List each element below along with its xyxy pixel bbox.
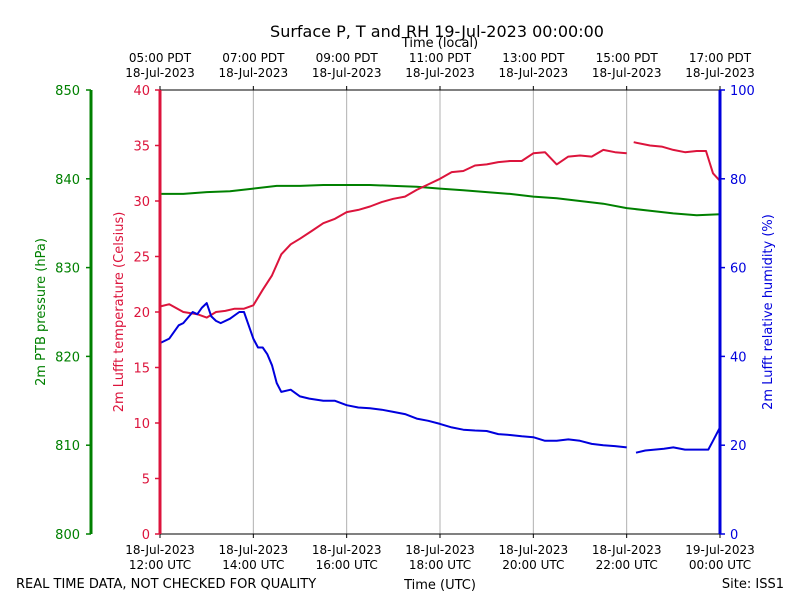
temperature-axis-label: 2m Lufft temperature (Celsius) xyxy=(112,212,127,413)
humidity-series-line xyxy=(159,302,721,454)
temperature-tick-label: 40 xyxy=(133,84,150,99)
temperature-series-line xyxy=(159,141,721,319)
bottom-tick-time: 16:00 UTC xyxy=(316,558,378,572)
humidity-axis-label: 2m Lufft relative humidity (%) xyxy=(761,214,776,410)
bottom-tick-time: 00:00 UTC xyxy=(689,558,751,572)
pressure-tick-label: 840 xyxy=(55,173,80,188)
bottom-tick-date: 18-Jul-2023 xyxy=(499,543,569,557)
bottom-tick-time: 12:00 UTC xyxy=(129,558,191,572)
pressure-tick-label: 830 xyxy=(55,262,80,277)
top-tick-date: 18-Jul-2023 xyxy=(219,66,289,80)
top-tick-time: 17:00 PDT xyxy=(689,51,752,65)
temperature-tick-label: 20 xyxy=(133,306,150,321)
quality-disclaimer: REAL TIME DATA, NOT CHECKED FOR QUALITY xyxy=(16,577,316,592)
temperature-tick-label: 30 xyxy=(133,195,150,210)
bottom-tick-date: 18-Jul-2023 xyxy=(405,543,475,557)
temperature-tick-label: 10 xyxy=(133,417,150,432)
pressure-tick-label: 810 xyxy=(55,439,80,454)
bottom-axis-label: Time (UTC) xyxy=(403,578,476,593)
top-tick-date: 18-Jul-2023 xyxy=(125,66,195,80)
humidity-tick-label: 60 xyxy=(730,262,747,277)
bottom-tick-date: 18-Jul-2023 xyxy=(125,543,195,557)
top-tick-date: 18-Jul-2023 xyxy=(592,66,662,80)
bottom-tick-date: 19-Jul-2023 xyxy=(685,543,755,557)
gridlines xyxy=(252,90,628,534)
bottom-tick-time: 20:00 UTC xyxy=(502,558,564,572)
bottom-tick-time: 22:00 UTC xyxy=(596,558,658,572)
pressure-axis-label: 2m PTB pressure (hPa) xyxy=(34,238,49,386)
bottom-tick-date: 18-Jul-2023 xyxy=(219,543,289,557)
bottom-tick-date: 18-Jul-2023 xyxy=(312,543,382,557)
pressure-tick-label: 800 xyxy=(55,528,80,543)
top-tick-time: 05:00 PDT xyxy=(129,51,192,65)
top-tick-time: 07:00 PDT xyxy=(222,51,285,65)
temperature-tick-label: 15 xyxy=(133,362,150,377)
bottom-tick-time: 14:00 UTC xyxy=(222,558,284,572)
pressure-tick-label: 850 xyxy=(55,84,80,99)
top-tick-date: 18-Jul-2023 xyxy=(312,66,382,80)
humidity-tick-label: 40 xyxy=(730,350,747,365)
series-lines xyxy=(159,141,721,454)
top-tick-time: 11:00 PDT xyxy=(409,51,472,65)
top-tick-date: 18-Jul-2023 xyxy=(685,66,755,80)
pressure-series-line xyxy=(160,184,721,217)
top-tick-date: 18-Jul-2023 xyxy=(405,66,475,80)
top-tick-time: 13:00 PDT xyxy=(502,51,565,65)
top-tick-time: 15:00 PDT xyxy=(596,51,659,65)
temperature-tick-label: 25 xyxy=(133,251,150,266)
humidity-tick-label: 0 xyxy=(730,528,738,543)
top-tick-date: 18-Jul-2023 xyxy=(499,66,569,80)
temperature-tick-label: 35 xyxy=(133,140,150,155)
site-label: Site: ISS1 xyxy=(722,577,784,592)
chart-title: Surface P, T and RH 19-Jul-2023 00:00:00 xyxy=(270,22,604,41)
pressure-tick-label: 820 xyxy=(55,350,80,365)
top-tick-time: 09:00 PDT xyxy=(316,51,379,65)
temperature-tick-label: 5 xyxy=(142,473,150,488)
humidity-tick-label: 20 xyxy=(730,439,747,454)
top-axis-label: Time (local) xyxy=(401,36,478,51)
temperature-tick-label: 0 xyxy=(142,528,150,543)
humidity-tick-label: 100 xyxy=(730,84,755,99)
bottom-tick-date: 18-Jul-2023 xyxy=(592,543,662,557)
humidity-tick-label: 80 xyxy=(730,173,747,188)
bottom-tick-time: 18:00 UTC xyxy=(409,558,471,572)
